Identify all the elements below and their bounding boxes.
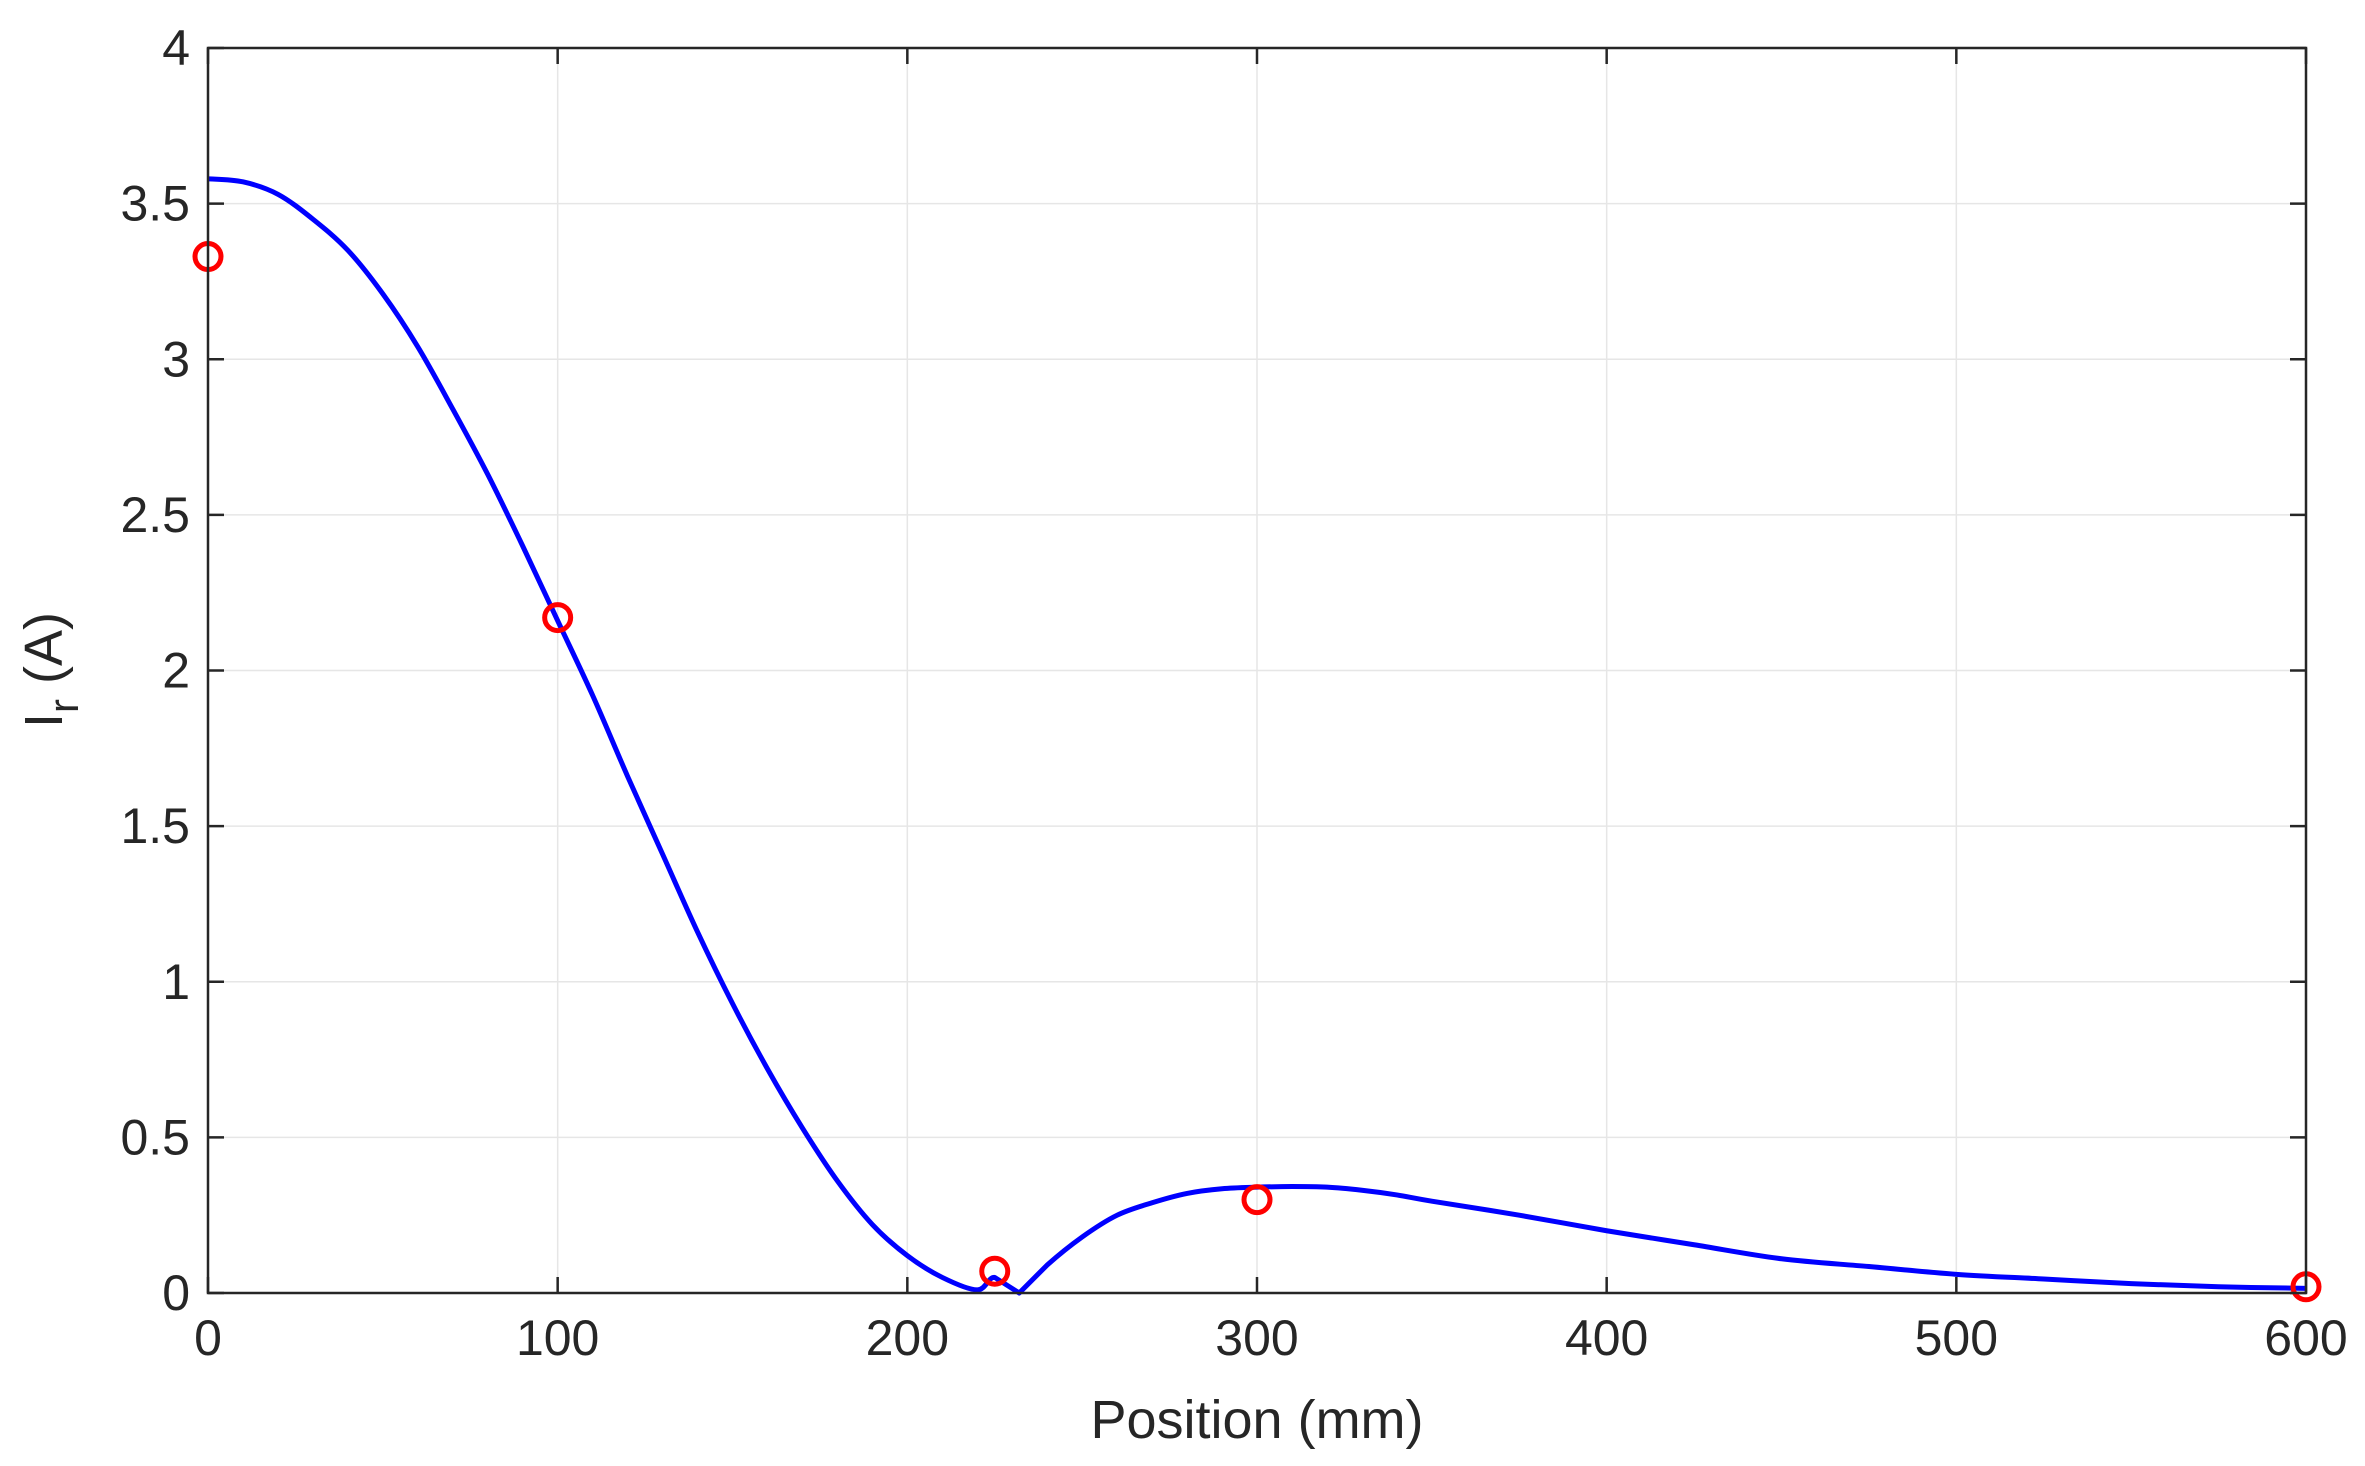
x-tick-label: 0 bbox=[194, 1310, 222, 1366]
y-tick-label: 2.5 bbox=[120, 487, 190, 543]
y-tick-label: 1.5 bbox=[120, 798, 190, 854]
y-axis-title-unit: (A) bbox=[14, 612, 74, 699]
label-layer: 0 100 200 300 400 500 600 0 0.5 1 1.5 2 2.5 3 3.5 4 bbox=[120, 20, 2347, 1366]
y-tick-label: 3.5 bbox=[120, 176, 190, 232]
plot-area-frame bbox=[206, 46, 2308, 1295]
scatter-point bbox=[979, 1255, 1011, 1287]
x-tick-label: 300 bbox=[1215, 1310, 1298, 1366]
x-axis-title: Position (mm) bbox=[1090, 1390, 1423, 1450]
x-tick-label: 400 bbox=[1565, 1310, 1648, 1366]
x-tick-label: 200 bbox=[866, 1310, 949, 1366]
scatter-point bbox=[1241, 1184, 1273, 1216]
y-tick-label: 4 bbox=[162, 20, 190, 76]
y-tick-label: 1 bbox=[162, 954, 190, 1010]
x-tick-label: 500 bbox=[1915, 1310, 1998, 1366]
scatter-point bbox=[542, 602, 574, 634]
y-axis-title-subscript: r bbox=[40, 699, 87, 713]
y-tick-label: 0.5 bbox=[120, 1109, 190, 1165]
series-line bbox=[207, 176, 2307, 1296]
x-tick-label: 100 bbox=[516, 1310, 599, 1366]
y-tick-label: 0 bbox=[162, 1265, 190, 1321]
x-tick-label: 600 bbox=[2264, 1310, 2347, 1366]
y-tick-label: 2 bbox=[162, 643, 190, 699]
y-axis-title: Ir (A) bbox=[14, 612, 87, 728]
y-axis-title-main: I bbox=[14, 713, 74, 728]
y-tick-label: 3 bbox=[162, 331, 190, 387]
